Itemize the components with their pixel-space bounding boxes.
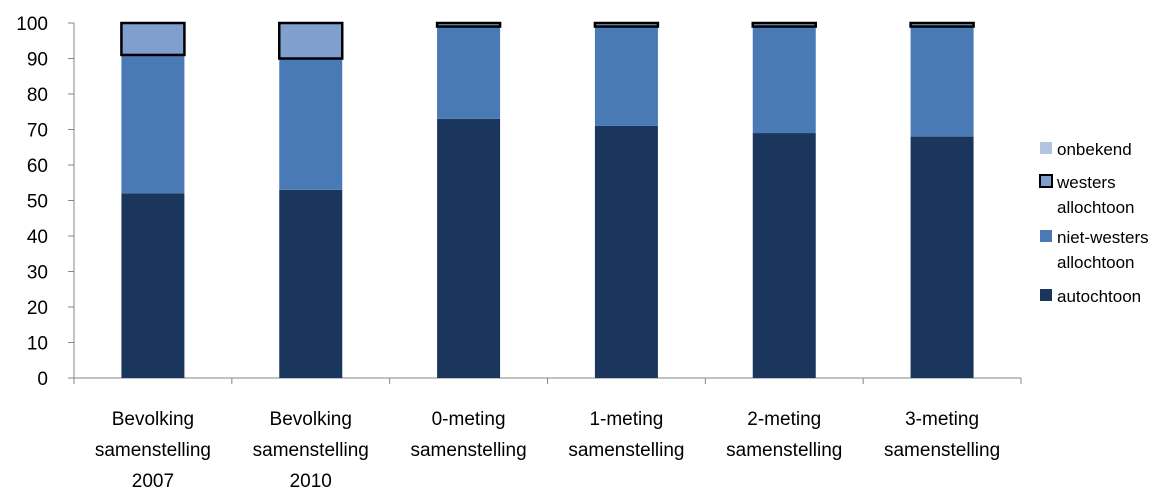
bar-segment-westers-allochtoon <box>120 21 186 57</box>
x-category-label-line: samenstelling <box>410 440 526 461</box>
bar-segment-westers-allochtoon <box>909 21 975 28</box>
y-tick-label: 100 <box>16 14 48 35</box>
legend-label-line: autochtoon <box>1057 287 1141 306</box>
legend-label: westers allochtoon <box>1056 173 1135 217</box>
x-category-label-line: samenstelling <box>726 440 842 461</box>
legend-swatch <box>1040 230 1052 242</box>
bar-segment-westers-allochtoon <box>751 21 817 28</box>
legend-label-line: westers <box>1056 173 1116 192</box>
bar-segment-niet-westers-allochtoon <box>279 58 343 190</box>
x-category-label-line: samenstelling <box>95 440 211 461</box>
x-category-label-line: samenstelling <box>253 440 369 461</box>
y-tick-label: 60 <box>27 156 48 177</box>
bar-segment-autochtoon <box>752 133 816 378</box>
legend-label-line: niet-westers <box>1057 228 1149 247</box>
x-category-label: Bevolking samenstelling 2010 <box>253 409 369 492</box>
y-tick-label: 40 <box>27 227 48 248</box>
x-category-label: 2-meting samenstelling <box>726 409 842 461</box>
x-category-label-line: samenstelling <box>568 440 684 461</box>
legend-swatch <box>1040 289 1052 301</box>
y-tick-label: 0 <box>37 369 48 390</box>
bars <box>120 21 975 378</box>
legend-label: onbekend <box>1057 140 1132 159</box>
bar-segment-niet-westers-allochtoon <box>121 54 185 194</box>
bar-segment-westers-allochtoon <box>278 21 344 60</box>
x-category-label-line: 0-meting <box>432 409 506 430</box>
x-category-label-line: Bevolking <box>112 409 194 430</box>
bar-segment-autochtoon <box>121 193 185 378</box>
x-category-label-line: samenstelling <box>884 440 1000 461</box>
y-axis: 0 10 20 30 40 50 60 70 80 90 100 <box>16 14 75 390</box>
bar-segment-autochtoon <box>594 125 658 378</box>
y-tick-label: 90 <box>27 50 48 71</box>
y-tick-label: 50 <box>27 192 48 213</box>
bar-segment-autochtoon <box>279 189 343 378</box>
legend-swatch <box>1039 174 1053 188</box>
y-tick-label: 20 <box>27 298 48 319</box>
legend-swatch <box>1040 142 1052 154</box>
x-category-label-line: 1-meting <box>589 409 663 430</box>
legend-label-line: allochtoon <box>1057 253 1135 272</box>
y-tick-label: 10 <box>27 334 48 355</box>
legend-label: autochtoon <box>1057 287 1141 306</box>
y-tick-label: 70 <box>27 121 48 142</box>
bar-segment-niet-westers-allochtoon <box>594 26 658 126</box>
x-axis: Bevolking samenstelling 2007 Bevolking samen… <box>73 377 1022 492</box>
bar-segment-niet-westers-allochtoon <box>437 26 501 119</box>
x-category-label: Bevolking samenstelling 2007 <box>95 409 211 492</box>
bar-segment-autochtoon <box>910 136 974 378</box>
x-category-label-line: Bevolking <box>270 409 352 430</box>
bar-segment-autochtoon <box>437 118 501 378</box>
y-tick-label: 80 <box>27 85 48 106</box>
x-category-label: 0-meting samenstelling <box>410 409 526 461</box>
x-category-label-line: 3-meting <box>905 409 979 430</box>
x-category-label: 1-meting samenstelling <box>568 409 684 461</box>
bar-segment-niet-westers-allochtoon <box>910 26 974 137</box>
legend-label-line: onbekend <box>1057 140 1132 159</box>
legend-label-line: allochtoon <box>1057 198 1135 217</box>
legend: onbekend westers allochtoon niet-westers all… <box>1039 140 1149 306</box>
x-category-label-line: 2-meting <box>747 409 821 430</box>
x-category-label-line: 2010 <box>290 471 332 492</box>
x-category-label-line: 2007 <box>132 471 174 492</box>
y-tick-label: 30 <box>27 263 48 284</box>
bar-segment-westers-allochtoon <box>435 21 502 28</box>
bar-segment-niet-westers-allochtoon <box>752 26 816 134</box>
bar-segment-westers-allochtoon <box>593 21 660 28</box>
legend-label: niet-westers allochtoon <box>1057 228 1149 272</box>
x-category-label: 3-meting samenstelling <box>884 409 1000 461</box>
